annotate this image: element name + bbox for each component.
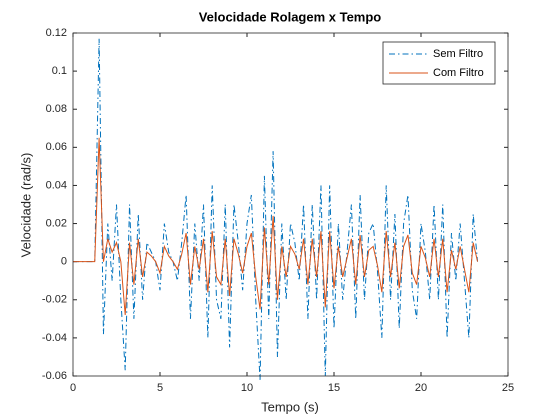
y-tick-label: 0 xyxy=(61,256,67,268)
legend-box xyxy=(382,41,496,85)
y-tick-label: -0.02 xyxy=(42,294,67,306)
plot-area xyxy=(73,33,508,376)
data-line xyxy=(73,137,479,316)
y-tick-label: 0.1 xyxy=(52,65,67,77)
plot-frame xyxy=(72,32,509,377)
legend-label: Sem Filtro xyxy=(433,48,483,60)
x-tick-label: 5 xyxy=(157,382,163,394)
x-axis-label: Tempo (s) xyxy=(261,399,319,414)
x-tick-label: 25 xyxy=(502,382,514,394)
y-tick-label: -0.04 xyxy=(42,332,67,344)
chart-title: Velocidade Rolagem x Tempo xyxy=(199,9,382,24)
y-tick-label: 0.02 xyxy=(46,217,67,229)
legend-label: Com Filtro xyxy=(433,67,484,79)
y-tick-label: 0.12 xyxy=(46,27,67,39)
y-tick-label: 0.06 xyxy=(46,141,67,153)
y-axis-label: Velocidade (rad/s) xyxy=(18,153,33,258)
x-tick-label: 15 xyxy=(328,382,340,394)
y-tick-label: 0.08 xyxy=(46,103,67,115)
y-tick-label: 0.04 xyxy=(46,179,67,191)
y-tick-label: -0.06 xyxy=(42,370,67,382)
x-tick-label: 0 xyxy=(70,382,76,394)
x-tick-label: 20 xyxy=(415,382,427,394)
x-tick-label: 10 xyxy=(241,382,253,394)
